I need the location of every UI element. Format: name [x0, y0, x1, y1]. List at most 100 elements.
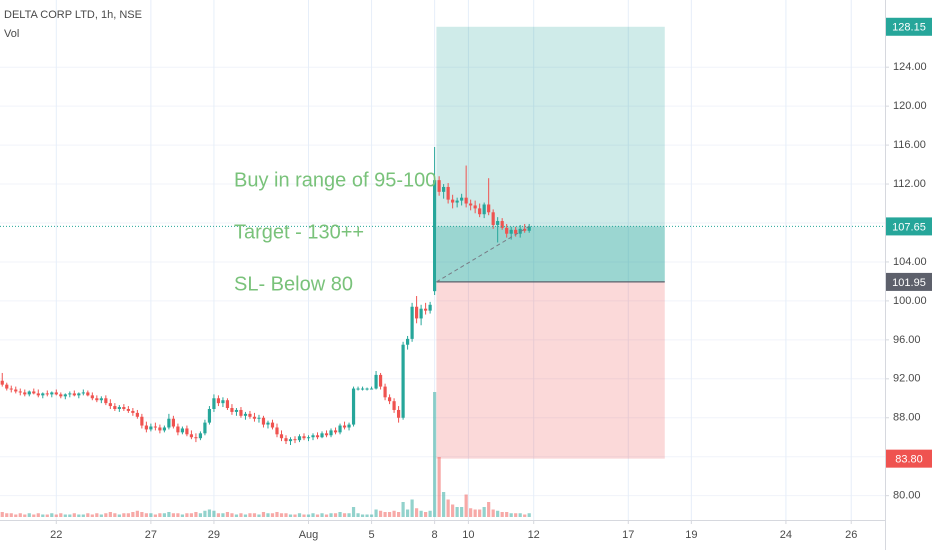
candle-body	[311, 435, 315, 438]
candle-body	[446, 186, 450, 200]
volume-bar	[50, 513, 54, 517]
candle-body	[131, 410, 135, 413]
volume-bar	[460, 507, 464, 517]
candle-body	[36, 393, 40, 396]
candle-body	[81, 392, 85, 394]
x-tick-label: 29	[208, 529, 220, 541]
candle-body	[473, 205, 477, 209]
candle-body	[306, 437, 311, 439]
candle-body	[63, 394, 67, 397]
candle-body	[153, 426, 157, 428]
candle-body	[324, 433, 329, 436]
volume-bar	[369, 514, 374, 517]
candles	[0, 147, 531, 446]
volume-bar	[451, 504, 455, 517]
volume-bar	[131, 512, 135, 517]
volume-bar	[90, 514, 94, 517]
candle-body	[167, 418, 171, 428]
candle-body	[72, 393, 76, 396]
candle-body	[207, 408, 212, 423]
price-tag	[886, 272, 932, 291]
annotation: Target - 130++	[234, 221, 364, 243]
volume-bar	[0, 512, 4, 517]
volume-bar	[149, 513, 153, 517]
y-tick-label: 120.00	[893, 100, 927, 112]
candle-body	[496, 221, 500, 225]
volume-bar	[59, 513, 63, 517]
candle-body	[135, 412, 139, 417]
volume-bar	[81, 514, 85, 517]
y-tick-label: 112.00	[893, 178, 926, 190]
candle-body	[59, 394, 63, 397]
candle-body	[505, 227, 509, 234]
volume-bar	[428, 510, 432, 517]
volume-bar	[437, 457, 441, 517]
candle-body	[387, 397, 392, 402]
volume-bar	[104, 513, 108, 517]
candle-body	[297, 436, 302, 441]
volume-bar	[333, 513, 338, 517]
candle-body	[401, 344, 405, 418]
volume-bar	[122, 513, 126, 517]
volume-bar	[405, 509, 410, 517]
volume-bar	[469, 508, 473, 517]
x-tick-label: 8	[432, 529, 438, 541]
candle-body	[252, 416, 257, 419]
volume-bar	[297, 513, 302, 517]
candle-body	[23, 392, 27, 395]
x-tick-label: 19	[685, 529, 697, 541]
candle-body	[478, 208, 482, 215]
x-tick-label: 22	[50, 529, 62, 541]
volume-bar	[135, 510, 139, 517]
candle-body	[455, 200, 459, 203]
volume-bar	[36, 513, 40, 517]
candle-body	[257, 417, 261, 419]
volume-bar	[14, 514, 18, 517]
volume-bar	[302, 514, 306, 517]
volume-bar	[505, 512, 509, 517]
candle-body	[392, 401, 396, 410]
candle-body	[0, 380, 4, 385]
candle-body	[369, 388, 374, 390]
volume-bar	[167, 512, 171, 517]
volume-bar	[419, 510, 423, 517]
candle-body	[234, 409, 239, 412]
candle-body	[221, 400, 225, 404]
volume-label: Vol	[4, 28, 19, 40]
volume-bar	[99, 514, 103, 517]
volume-bar	[365, 514, 369, 517]
annotation: Buy in range of 95-100	[234, 169, 436, 191]
volume-bar	[396, 512, 401, 517]
volume-bar	[162, 513, 166, 517]
volume-bar	[54, 514, 58, 517]
volume-bar	[356, 513, 360, 517]
y-tick-label: 80.00	[893, 490, 921, 502]
volume-bar	[509, 513, 513, 517]
volume-bar	[424, 512, 428, 517]
price-tag	[886, 449, 932, 468]
volume-bar	[221, 513, 225, 517]
y-tick-label: 96.00	[893, 334, 921, 346]
price-tag-label: 107.65	[892, 221, 926, 233]
candle-body	[419, 308, 423, 319]
volume-bar	[279, 513, 284, 517]
candle-body	[365, 388, 369, 390]
candle-body	[333, 430, 338, 433]
volume-bar	[41, 514, 45, 517]
volume-bar	[185, 513, 189, 517]
candle-body	[518, 228, 522, 234]
candle-body	[144, 425, 148, 430]
candle-body	[351, 388, 356, 425]
x-tick-label: 12	[528, 529, 540, 541]
candle-body	[140, 416, 144, 426]
candle-body	[500, 221, 504, 228]
volume-bar	[491, 509, 495, 517]
candle-body	[86, 392, 90, 396]
candle-body	[347, 424, 351, 428]
candle-body	[451, 199, 455, 203]
y-tick-label: 88.00	[893, 412, 921, 424]
volume-bar	[329, 513, 333, 517]
candle-body	[437, 180, 441, 192]
candle-body	[41, 393, 45, 396]
